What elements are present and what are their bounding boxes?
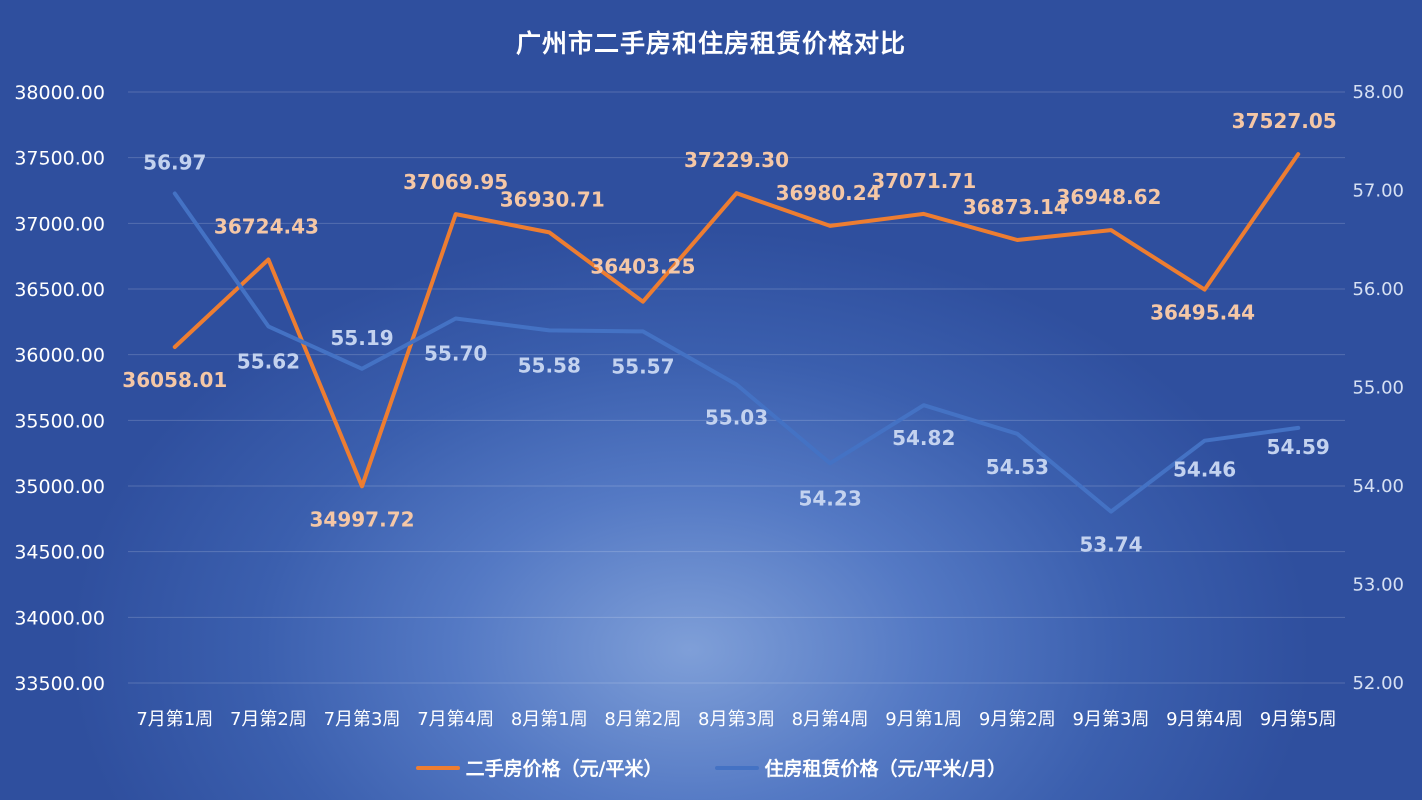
x-tick-label: 9月第1周: [885, 709, 962, 730]
y-left-tick-label: 34500.00: [14, 542, 105, 564]
y-left-tick-label: 36500.00: [14, 279, 105, 301]
x-tick-label: 8月第3周: [698, 709, 775, 730]
data-label-rent: 54.59: [1267, 435, 1330, 459]
x-tick-label: 9月第4周: [1166, 709, 1243, 730]
legend-item-rent: 住房租赁价格（元/平米/月）: [714, 754, 1007, 781]
y-left-tick-label: 35500.00: [14, 410, 105, 432]
x-tick-label: 9月第2周: [979, 709, 1056, 730]
data-label-rent: 54.53: [986, 455, 1049, 479]
legend-swatch-price: [415, 765, 460, 770]
series-line-rent: [172, 191, 1301, 514]
data-label-price: 37527.05: [1232, 109, 1337, 133]
data-label-rent: 55.03: [705, 406, 768, 430]
y-left-tick-label: 37000.00: [14, 213, 105, 235]
data-label-price: 36948.62: [1056, 185, 1161, 209]
x-tick-label: 9月第3周: [1073, 709, 1150, 730]
data-label-price: 36930.71: [500, 187, 605, 211]
data-label-price: 36058.01: [122, 368, 227, 392]
chart-title: 广州市二手房和住房租赁价格对比: [515, 29, 906, 58]
data-label-rent: 55.62: [237, 349, 300, 373]
y-left-tick-label: 38000.00: [14, 82, 105, 104]
data-label-rent: 54.46: [1173, 458, 1236, 482]
x-tick-label: 7月第2周: [230, 709, 307, 730]
data-label-price: 36403.25: [590, 255, 695, 279]
y-left-tick-label: 33500.00: [14, 673, 105, 695]
data-label-price: 36873.14: [963, 195, 1068, 219]
legend-item-price: 二手房价格（元/平米）: [415, 754, 663, 781]
y-right-tick-label: 53.00: [1352, 575, 1404, 596]
data-label-price: 34997.72: [310, 507, 415, 531]
y-right-tick-label: 57.00: [1352, 181, 1404, 202]
y-left-tick-label: 37500.00: [14, 148, 105, 170]
data-label-rent: 54.82: [892, 426, 955, 450]
y-right-tick-label: 55.00: [1352, 378, 1404, 399]
series-line-price: [172, 152, 1301, 489]
legend-label-price: 二手房价格（元/平米）: [465, 758, 663, 780]
y-right-tick-label: 52.00: [1352, 673, 1404, 694]
data-label-price: 36495.44: [1150, 301, 1255, 325]
data-label-rent: 55.58: [518, 353, 581, 377]
legend-label-rent: 住房租赁价格（元/平米/月）: [764, 758, 1007, 780]
data-label-rent: 55.19: [330, 326, 393, 350]
data-label-price: 36724.43: [214, 215, 319, 239]
y-right-tick-label: 54.00: [1352, 476, 1404, 497]
x-tick-label: 9月第5周: [1260, 709, 1337, 730]
y-right-tick-label: 58.00: [1352, 82, 1404, 103]
data-label-price: 37229.30: [684, 148, 789, 172]
data-label-rent: 54.23: [798, 486, 861, 510]
x-tick-label: 7月第3周: [324, 709, 401, 730]
x-tick-label: 8月第2周: [604, 709, 681, 730]
data-label-rent: 53.74: [1079, 533, 1142, 557]
x-tick-label: 7月第4周: [417, 709, 494, 730]
y-left-tick-label: 36000.00: [14, 345, 105, 367]
x-tick-label: 8月第4周: [792, 709, 869, 730]
y-left-tick-label: 35000.00: [14, 476, 105, 498]
x-tick-label: 7月第1周: [136, 709, 213, 730]
legend-swatch-rent: [714, 765, 759, 770]
y-right-tick-label: 56.00: [1352, 279, 1404, 300]
data-label-rent: 56.97: [143, 150, 206, 174]
data-label-rent: 55.70: [424, 342, 487, 366]
y-left-tick-label: 34000.00: [14, 607, 105, 629]
data-label-rent: 55.57: [611, 354, 674, 378]
data-label-price: 37071.71: [871, 169, 976, 193]
data-label-price: 36980.24: [776, 181, 881, 205]
x-tick-label: 8月第1周: [511, 709, 588, 730]
data-label-price: 37069.95: [403, 170, 508, 194]
chart-legend: 二手房价格（元/平米） 住房租赁价格（元/平米/月）: [0, 754, 1422, 781]
